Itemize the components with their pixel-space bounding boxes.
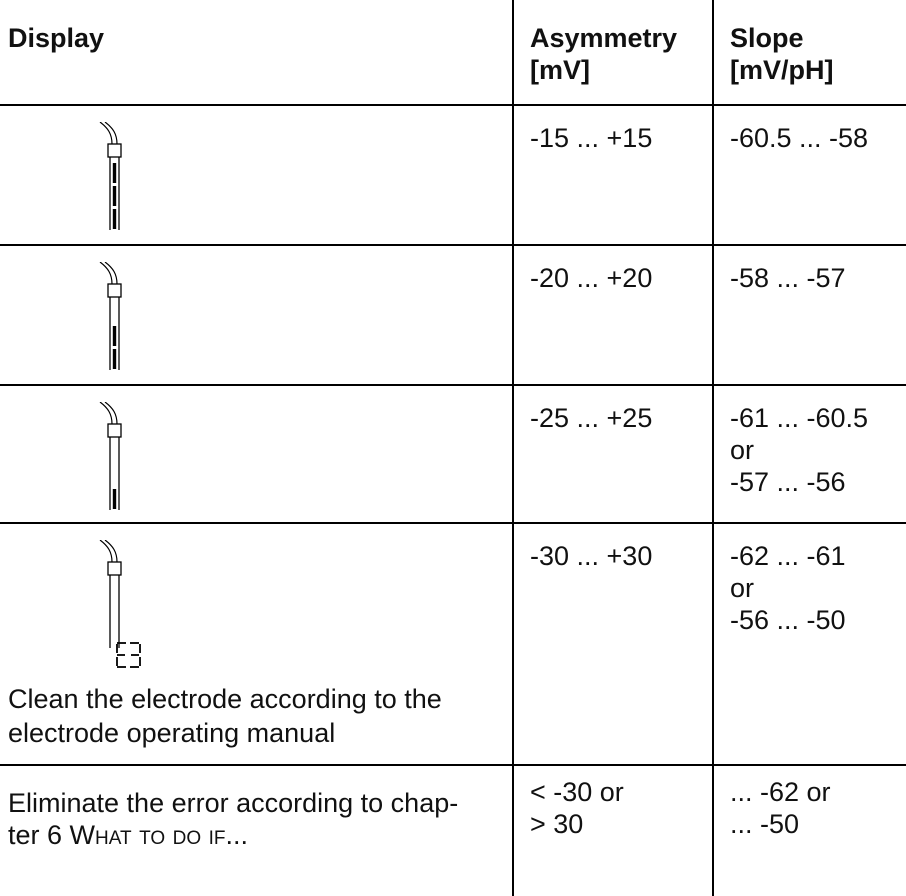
header-slope: Slope [mV/pH] (730, 23, 834, 85)
row5-note-line2: ter 6 What to do if... (8, 820, 249, 850)
row4-slope: -62 ... -61 or -56 ... -50 (730, 541, 846, 635)
chapter-link[interactable]: What to do if... (69, 820, 249, 850)
row1-asymmetry: -15 ... +15 (530, 123, 653, 153)
row5-note: Eliminate the error according to chap- (8, 788, 459, 818)
row-divider-2 (0, 384, 906, 386)
row4-note: Clean the electrode according to the ele… (8, 684, 442, 748)
header-asymmetry: Asymmetry [mV] (530, 23, 678, 85)
row1-slope: -60.5 ... -58 (730, 123, 869, 153)
column-divider-2 (712, 0, 714, 896)
error-code-display: E3 (116, 642, 141, 668)
row5-asymmetry: < -30 or > 30 (530, 777, 624, 839)
column-divider-1 (512, 0, 514, 896)
electrode-icon (99, 262, 122, 370)
row-divider-3 (0, 522, 906, 524)
electrode-icon (99, 122, 122, 230)
row-divider-1 (0, 244, 906, 246)
row3-asymmetry: -25 ... +25 (530, 403, 653, 433)
header-divider (0, 104, 906, 106)
row2-slope: -58 ... -57 (730, 263, 846, 293)
row2-asymmetry: -20 ... +20 (530, 263, 653, 293)
row-divider-4 (0, 764, 906, 766)
row5-slope: ... -62 or ... -50 (730, 777, 831, 839)
electrode-icon (99, 402, 122, 510)
row3-slope: -61 ... -60.5 or -57 ... -56 (730, 403, 869, 497)
electrode-icon (99, 540, 122, 648)
row4-asymmetry: -30 ... +30 (530, 541, 653, 571)
header-display: Display (8, 23, 105, 53)
